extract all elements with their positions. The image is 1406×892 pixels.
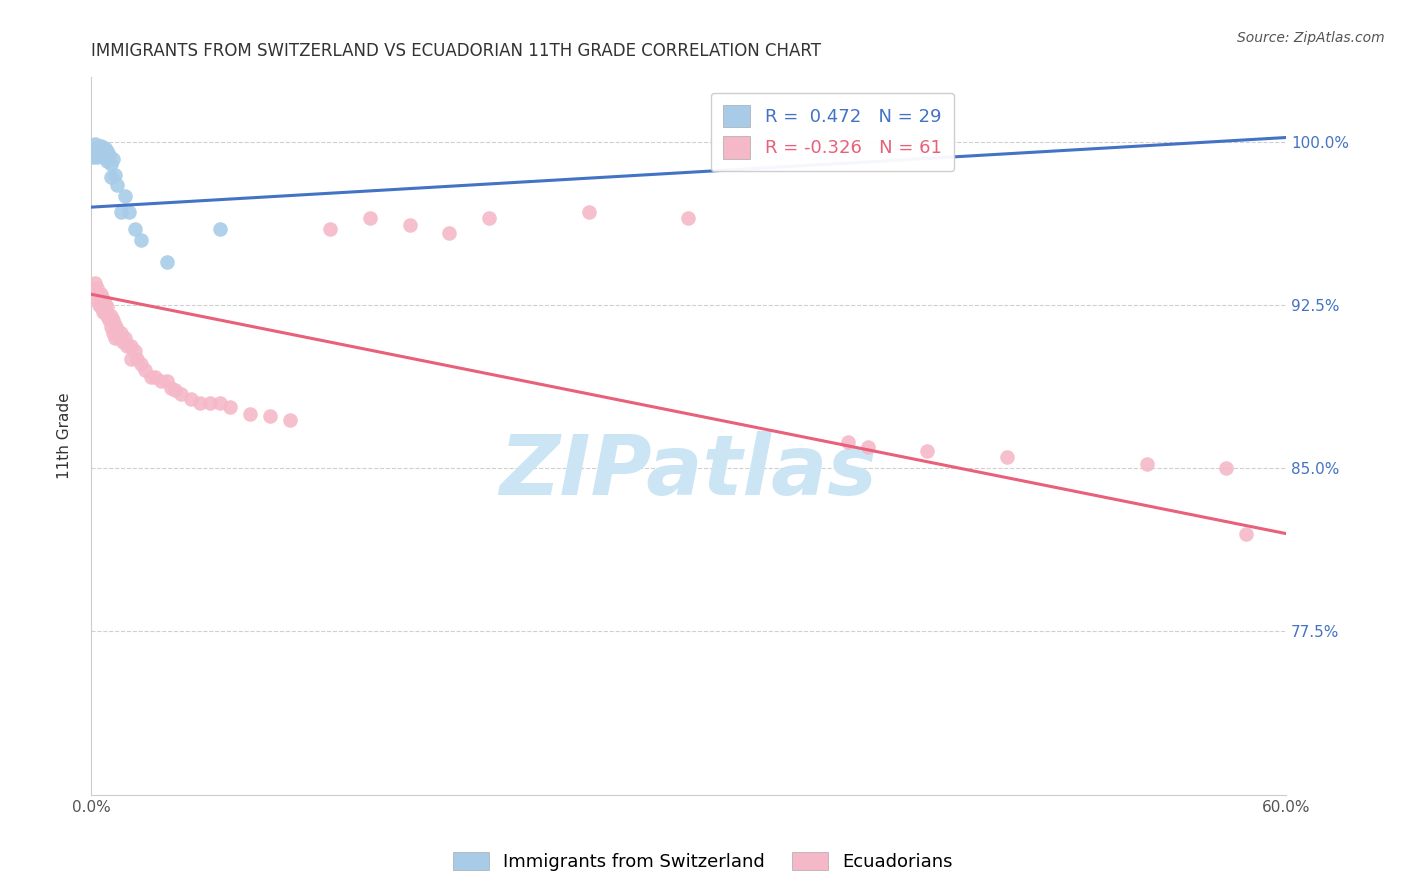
- Point: [200, 396, 222, 410]
- Point: [108, 331, 131, 345]
- Point: [124, 222, 146, 236]
- Point: [86, 150, 108, 164]
- Point: [156, 254, 179, 268]
- Point: [578, 204, 600, 219]
- Point: [134, 363, 156, 377]
- Point: [143, 370, 166, 384]
- Point: [156, 374, 179, 388]
- Point: [84, 145, 107, 160]
- Point: [120, 352, 142, 367]
- Point: [439, 227, 461, 241]
- Point: [87, 139, 110, 153]
- Point: [84, 277, 107, 291]
- Point: [91, 292, 114, 306]
- Point: [110, 204, 132, 219]
- Point: [94, 150, 117, 164]
- Point: [124, 343, 146, 358]
- Point: [100, 309, 122, 323]
- Point: [110, 326, 132, 341]
- Point: [856, 440, 879, 454]
- Point: [259, 409, 281, 423]
- Point: [94, 141, 117, 155]
- Point: [94, 296, 117, 310]
- Point: [163, 383, 186, 397]
- Point: [100, 319, 122, 334]
- Text: Source: ZipAtlas.com: Source: ZipAtlas.com: [1237, 31, 1385, 45]
- Point: [1215, 461, 1237, 475]
- Legend: R =  0.472   N = 29, R = -0.326   N = 61: R = 0.472 N = 29, R = -0.326 N = 61: [710, 93, 955, 171]
- Point: [94, 304, 117, 318]
- Point: [104, 331, 127, 345]
- Point: [190, 396, 212, 410]
- Point: [278, 413, 301, 427]
- Point: [96, 300, 118, 314]
- Point: [129, 233, 152, 247]
- Point: [209, 396, 232, 410]
- Point: [159, 381, 181, 395]
- Point: [104, 168, 127, 182]
- Point: [90, 300, 112, 314]
- Point: [149, 374, 172, 388]
- Legend: Immigrants from Switzerland, Ecuadorians: Immigrants from Switzerland, Ecuadorians: [446, 845, 960, 879]
- Point: [114, 189, 136, 203]
- Point: [86, 292, 108, 306]
- Point: [1234, 526, 1257, 541]
- Point: [359, 211, 381, 225]
- Point: [129, 357, 152, 371]
- Point: [101, 326, 124, 341]
- Point: [82, 150, 104, 164]
- Point: [105, 322, 128, 336]
- Point: [115, 339, 138, 353]
- Point: [209, 222, 232, 236]
- Point: [86, 141, 108, 155]
- Point: [169, 387, 191, 401]
- Point: [837, 435, 859, 450]
- Point: [100, 156, 122, 170]
- Point: [917, 443, 939, 458]
- Point: [91, 150, 114, 164]
- Point: [104, 318, 127, 332]
- Point: [101, 313, 124, 327]
- Text: IMMIGRANTS FROM SWITZERLAND VS ECUADORIAN 11TH GRADE CORRELATION CHART: IMMIGRANTS FROM SWITZERLAND VS ECUADORIA…: [91, 42, 821, 60]
- Point: [87, 287, 110, 301]
- Point: [90, 145, 112, 160]
- Point: [995, 450, 1018, 465]
- Point: [139, 370, 162, 384]
- Point: [111, 334, 134, 349]
- Point: [101, 153, 124, 167]
- Point: [398, 218, 420, 232]
- Point: [105, 178, 128, 193]
- Point: [180, 392, 202, 406]
- Point: [118, 204, 141, 219]
- Point: [96, 309, 118, 323]
- Point: [219, 401, 242, 415]
- Point: [100, 169, 122, 184]
- Point: [84, 136, 107, 151]
- Point: [96, 144, 118, 158]
- Point: [91, 141, 114, 155]
- Text: ZIPatlas: ZIPatlas: [499, 431, 877, 512]
- Point: [97, 313, 120, 327]
- Point: [678, 211, 700, 225]
- Point: [90, 287, 112, 301]
- Point: [114, 331, 136, 345]
- Point: [478, 211, 501, 225]
- Point: [87, 148, 110, 162]
- Point: [91, 304, 114, 318]
- Point: [120, 339, 142, 353]
- Point: [97, 148, 120, 162]
- Point: [86, 281, 108, 295]
- Point: [125, 352, 148, 367]
- Point: [96, 154, 118, 169]
- Y-axis label: 11th Grade: 11th Grade: [58, 392, 72, 479]
- Point: [319, 222, 342, 236]
- Point: [1135, 457, 1157, 471]
- Point: [87, 298, 110, 312]
- Point: [239, 407, 262, 421]
- Point: [90, 139, 112, 153]
- Point: [717, 136, 740, 151]
